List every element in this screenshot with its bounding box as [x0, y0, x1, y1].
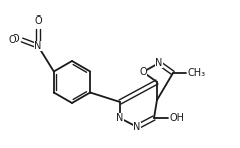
Text: O: O [11, 34, 19, 44]
Text: CH₃: CH₃ [188, 68, 206, 78]
Text: O: O [34, 15, 42, 25]
Text: N: N [133, 122, 141, 132]
Text: N: N [155, 58, 163, 68]
Text: O: O [139, 67, 147, 77]
Text: O: O [34, 16, 42, 26]
Text: O: O [8, 35, 16, 45]
Text: N: N [34, 41, 42, 51]
Text: N: N [116, 113, 124, 123]
Text: N: N [34, 41, 42, 51]
Text: OH: OH [170, 113, 185, 123]
